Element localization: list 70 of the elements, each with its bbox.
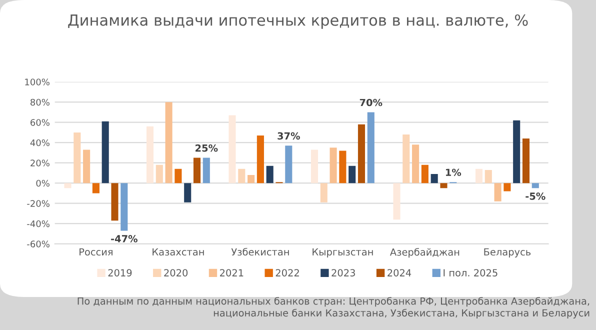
legend-label: I пол. 2025	[444, 269, 498, 276]
bar	[393, 183, 400, 220]
legend-label: 2021	[220, 269, 244, 276]
y-tick-label: 0%	[36, 180, 50, 187]
bar	[102, 121, 109, 184]
bar	[285, 146, 292, 184]
data-label: 70%	[360, 98, 382, 106]
y-tick-label: 100%	[25, 78, 50, 86]
data-label: 25%	[196, 144, 218, 152]
legend-label: 2024	[388, 269, 412, 276]
x-tick-label: Узбекистан	[231, 248, 289, 256]
y-tick-label: 60%	[30, 119, 50, 126]
bar	[339, 150, 346, 184]
legend-label: 2023	[332, 269, 355, 276]
bar	[320, 183, 328, 202]
legend-label: 2022	[276, 269, 299, 276]
bar	[430, 174, 438, 184]
y-tick-label: -40%	[27, 220, 50, 228]
bar	[367, 112, 374, 184]
text: По данным по данным национальных банков стран: Центробанка РФ, Центробанка Азербайджана, национальные банки Казахстана, Узбекистана, Кыргызстана и Беларуси	[78, 297, 590, 318]
x-tick-label: Беларусь	[484, 248, 531, 258]
bar	[330, 148, 337, 184]
y-tick-label: 40%	[30, 139, 50, 146]
y-tick-label: -20%	[27, 200, 50, 207]
bar	[228, 115, 236, 184]
bar	[156, 164, 163, 184]
bar	[412, 144, 420, 184]
data-label: -47%	[111, 235, 138, 242]
bar	[193, 158, 201, 184]
bar	[248, 175, 255, 184]
x-tick-label: Россия	[80, 248, 112, 256]
data-label: -5%	[526, 192, 546, 200]
bar	[310, 150, 318, 184]
legend-label: 2020	[164, 269, 188, 276]
bar	[111, 183, 118, 221]
bar	[120, 183, 128, 231]
bar	[202, 158, 210, 184]
bar	[165, 102, 172, 184]
bar	[266, 166, 274, 184]
bar	[64, 183, 72, 188]
x-tick-label: Кыргызстан	[312, 248, 373, 258]
bar	[358, 124, 366, 184]
legend-label: 2019	[108, 269, 132, 276]
y-tick-label: 20%	[30, 160, 50, 166]
data-label: 37%	[278, 132, 300, 140]
bar	[238, 168, 246, 184]
bar	[146, 126, 154, 184]
data-label: 1%	[446, 168, 462, 176]
bar	[475, 168, 483, 184]
bar	[74, 132, 81, 184]
bar	[174, 168, 182, 184]
bar	[256, 136, 264, 184]
bar	[184, 183, 192, 202]
bar	[402, 134, 410, 184]
chart-title: Динамика выдачи ипотечных кредитов в нац. валюте, %	[68, 14, 528, 29]
bar	[348, 166, 356, 184]
y-tick-label: -60%	[27, 240, 50, 248]
bar	[484, 170, 492, 184]
bar	[504, 183, 511, 192]
bar	[494, 183, 502, 202]
bar	[522, 138, 530, 184]
x-tick-label: Азербайджан	[390, 248, 460, 258]
bar	[421, 164, 428, 184]
bar	[513, 120, 520, 184]
bar	[83, 150, 90, 184]
y-tick-label: 80%	[30, 98, 50, 106]
bar	[92, 183, 100, 194]
bar	[440, 183, 448, 188]
bar	[532, 183, 539, 188]
x-tick-label: Казахстан	[152, 248, 204, 256]
